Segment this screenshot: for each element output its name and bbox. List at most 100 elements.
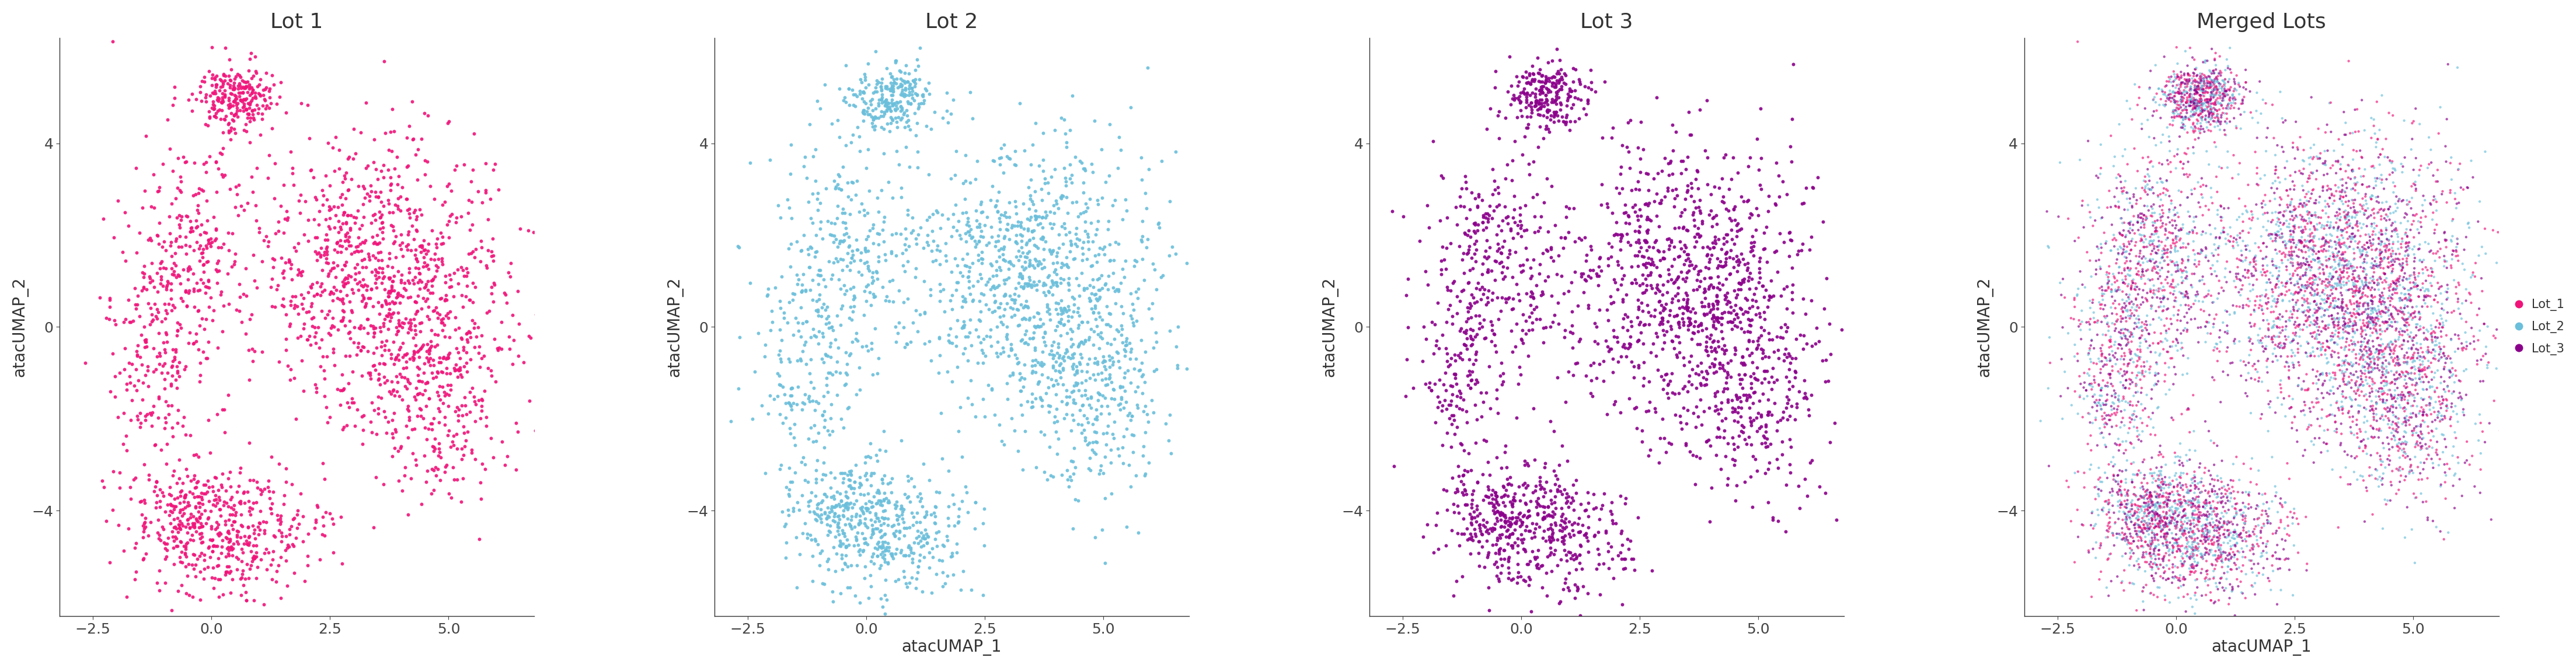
- Point: [2192, 113, 2233, 124]
- Point: [160, 516, 201, 526]
- Point: [2334, 207, 2375, 218]
- Point: [1731, 378, 1772, 389]
- Point: [1558, 74, 1600, 85]
- Point: [453, 164, 495, 175]
- Point: [1025, 178, 1066, 189]
- Point: [1481, 509, 1522, 520]
- Point: [1525, 458, 1566, 469]
- Point: [343, 424, 384, 435]
- Point: [806, 351, 848, 361]
- Point: [410, 353, 451, 363]
- Point: [917, 367, 958, 378]
- Point: [2184, 105, 2226, 116]
- Point: [2349, 238, 2391, 248]
- Point: [796, 515, 837, 526]
- Point: [121, 285, 162, 296]
- Point: [374, 285, 415, 296]
- Point: [2272, 335, 2313, 345]
- Point: [2125, 566, 2166, 576]
- Point: [2272, 295, 2313, 305]
- Point: [2347, 322, 2388, 333]
- Point: [2130, 532, 2172, 543]
- Point: [2197, 87, 2239, 98]
- Point: [2306, 297, 2347, 307]
- Point: [216, 210, 258, 220]
- Point: [2138, 564, 2179, 574]
- Point: [817, 501, 858, 512]
- Point: [196, 157, 237, 168]
- Point: [2295, 296, 2336, 307]
- Point: [2398, 244, 2439, 255]
- Point: [1515, 92, 1556, 102]
- Point: [2148, 191, 2190, 202]
- Point: [855, 266, 896, 277]
- Point: [2370, 231, 2411, 242]
- Point: [2069, 354, 2110, 365]
- Point: [2393, 356, 2434, 367]
- Point: [1504, 576, 1546, 587]
- Point: [860, 512, 902, 522]
- Point: [2342, 203, 2383, 214]
- Point: [2169, 112, 2210, 123]
- Point: [2130, 471, 2172, 482]
- Point: [2424, 363, 2465, 374]
- Point: [2259, 522, 2300, 533]
- Point: [1543, 518, 1584, 528]
- Point: [2303, 393, 2344, 403]
- Point: [889, 99, 930, 110]
- Point: [2102, 576, 2143, 587]
- Point: [368, 386, 410, 397]
- Point: [2161, 99, 2202, 110]
- Point: [152, 559, 193, 570]
- Point: [487, 267, 528, 278]
- Point: [2123, 482, 2164, 492]
- Point: [2290, 207, 2331, 218]
- Point: [2398, 408, 2439, 419]
- Point: [229, 438, 270, 448]
- Point: [1618, 295, 1659, 305]
- Point: [2287, 280, 2329, 291]
- Point: [2367, 454, 2409, 464]
- Point: [1731, 418, 1772, 428]
- Point: [1744, 291, 1785, 302]
- Point: [2200, 98, 2241, 109]
- Point: [2262, 113, 2303, 124]
- Point: [2427, 234, 2468, 245]
- Point: [1674, 241, 1716, 252]
- Point: [1435, 487, 1476, 498]
- Point: [2318, 327, 2360, 338]
- Point: [268, 257, 309, 267]
- Point: [2195, 522, 2236, 533]
- Point: [2117, 311, 2159, 321]
- Point: [827, 359, 868, 369]
- Point: [2342, 171, 2383, 182]
- Point: [2112, 422, 2154, 432]
- Point: [2437, 297, 2478, 307]
- Point: [2146, 531, 2187, 542]
- Point: [1600, 168, 1641, 179]
- Point: [793, 534, 835, 544]
- Point: [925, 256, 966, 267]
- Point: [495, 464, 536, 475]
- Point: [160, 524, 201, 534]
- Point: [2184, 510, 2226, 521]
- Point: [2061, 519, 2102, 530]
- Point: [214, 110, 255, 120]
- Point: [994, 208, 1036, 218]
- Point: [2432, 245, 2473, 256]
- Point: [155, 465, 196, 476]
- Point: [1770, 228, 1811, 238]
- Point: [2231, 407, 2272, 418]
- Point: [2396, 442, 2437, 452]
- Point: [2414, 195, 2455, 206]
- Point: [2125, 556, 2166, 567]
- Point: [2398, 268, 2439, 279]
- Point: [2208, 146, 2249, 157]
- Point: [1540, 74, 1582, 85]
- Point: [891, 473, 933, 484]
- Point: [2272, 312, 2313, 323]
- Point: [2370, 378, 2411, 389]
- Point: [2388, 331, 2429, 342]
- Point: [193, 540, 234, 550]
- Point: [2192, 506, 2233, 517]
